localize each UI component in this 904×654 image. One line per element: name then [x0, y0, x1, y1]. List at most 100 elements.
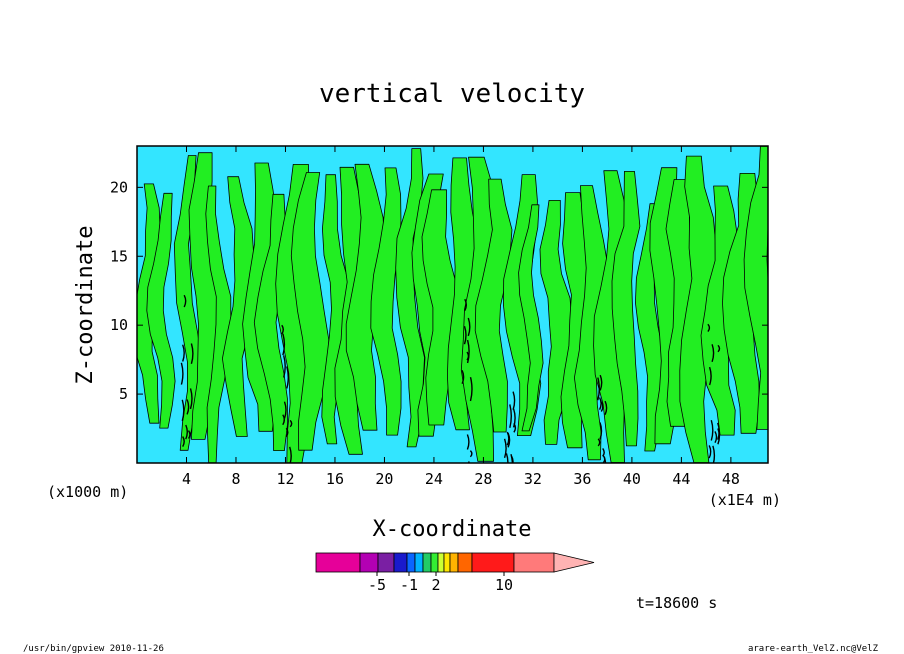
updraft-contour: [185, 424, 188, 440]
colorbar-cell: [414, 552, 424, 573]
colorbar-cell: [443, 552, 451, 573]
y-axis-label: Z-coordinate: [73, 226, 98, 385]
updraft-contour: [468, 461, 470, 463]
y-tick-label: 5: [119, 385, 128, 403]
updraft-contour: [283, 401, 287, 419]
updraft-contour: [513, 423, 517, 433]
colorbar-tick-label: -1: [400, 576, 418, 594]
updraft-contour: [469, 377, 473, 402]
positive-band: [421, 189, 464, 426]
footer-right: arare-earth_VelZ.nc@VelZ: [748, 644, 879, 654]
positive-band: [474, 178, 513, 433]
updraft-contour: [464, 298, 467, 312]
colorbar-cell: [513, 552, 555, 573]
updraft-contour: [282, 414, 285, 426]
updraft-contour: [708, 445, 712, 459]
x-axis-ticks: 4 8 12 16 20 24 28 32 36 40 44 48: [182, 146, 740, 488]
positive-band: [518, 204, 544, 432]
updraft-contour: [186, 399, 190, 415]
updraft-contour: [469, 450, 473, 458]
updraft-contour: [283, 355, 286, 378]
footer-left: /usr/bin/gpview 2010-11-26: [23, 644, 164, 654]
updraft-contour: [286, 366, 289, 389]
x-axis-unit: (x1E4 m): [709, 491, 781, 509]
updraft-contour: [510, 454, 514, 463]
positive-band: [290, 172, 330, 451]
colorbar-cell: [315, 552, 361, 573]
colorbar-cell: [406, 552, 416, 573]
updraft-contour: [181, 399, 185, 422]
x-tick-label: 16: [326, 470, 344, 488]
colorbar-tick-label: -5: [368, 576, 386, 594]
colorbar-tick-label: 2: [431, 576, 440, 594]
colorbar-cell: [457, 552, 473, 573]
updraft-contour: [717, 344, 721, 353]
updraft-contour: [603, 456, 607, 463]
updraft-contour: [189, 388, 193, 410]
plot-frame: [136, 145, 769, 464]
y-axis-unit: (x1000 m): [47, 483, 128, 501]
x-axis-label: X-coordinate: [373, 517, 532, 542]
chart-title: vertical velocity: [319, 79, 585, 109]
positive-band: [146, 192, 176, 429]
colorbar-tick-label: 10: [495, 576, 513, 594]
updraft-contour: [599, 422, 603, 440]
updraft-contour: [509, 404, 512, 428]
updraft-contour: [710, 420, 714, 441]
updraft-contour: [712, 445, 716, 463]
updraft-contour: [717, 422, 720, 440]
updraft-contour: [466, 339, 470, 364]
x-tick-label: 40: [623, 470, 641, 488]
updraft-contour: [289, 419, 293, 428]
updraft-contour: [708, 366, 712, 386]
positive-band: [321, 174, 351, 445]
y-tick-label: 20: [110, 178, 128, 196]
y-tick-label: 10: [110, 316, 128, 334]
updraft-contour: [717, 428, 721, 445]
x-tick-label: 8: [231, 470, 240, 488]
x-tick-label: 36: [573, 470, 591, 488]
x-tick-label: 32: [524, 470, 542, 488]
updraft-contour: [512, 408, 516, 428]
updraft-contour: [597, 377, 600, 401]
updraft-contour: [507, 432, 511, 448]
updraft-contour: [190, 343, 194, 364]
updraft-contour: [602, 447, 605, 457]
updraft-contour: [512, 391, 516, 410]
colorbar-cell: [437, 552, 445, 573]
updraft-contour: [711, 344, 715, 363]
x-tick-label: 48: [722, 470, 740, 488]
updraft-contour: [466, 434, 470, 450]
colorbar-extension: [553, 552, 595, 573]
updraft-contour: [503, 438, 507, 459]
updraft-contour: [467, 317, 471, 337]
updraft-contour: [599, 374, 603, 391]
positive-band: [222, 176, 257, 437]
colorbar: -5 -1 2 10: [315, 552, 595, 594]
colorbar-cell: [422, 552, 432, 573]
y-axis-ticks: 5 10 15 20: [110, 178, 768, 403]
updraft-contour: [714, 431, 718, 444]
x-tick-label: 12: [276, 470, 294, 488]
updraft-contour: [289, 446, 292, 463]
updraft-contour: [182, 436, 185, 447]
y-tick-label: 15: [110, 247, 128, 265]
updraft-contour: [285, 427, 289, 438]
colorbar-cell: [430, 552, 439, 573]
updraft-contour: [281, 324, 284, 335]
updraft-contour: [598, 397, 602, 411]
updraft-contour: [707, 323, 711, 333]
x-tick-label: 4: [182, 470, 191, 488]
updraft-contour: [183, 294, 187, 308]
x-tick-label: 44: [672, 470, 690, 488]
time-label: t=18600 s: [636, 594, 717, 612]
x-tick-label: 28: [474, 470, 492, 488]
updraft-contour: [180, 362, 184, 385]
positive-band: [743, 146, 768, 430]
updraft-contour: [510, 455, 514, 463]
x-tick-label: 20: [375, 470, 393, 488]
updraft-contour: [461, 370, 465, 384]
updraft-contour: [463, 325, 467, 345]
